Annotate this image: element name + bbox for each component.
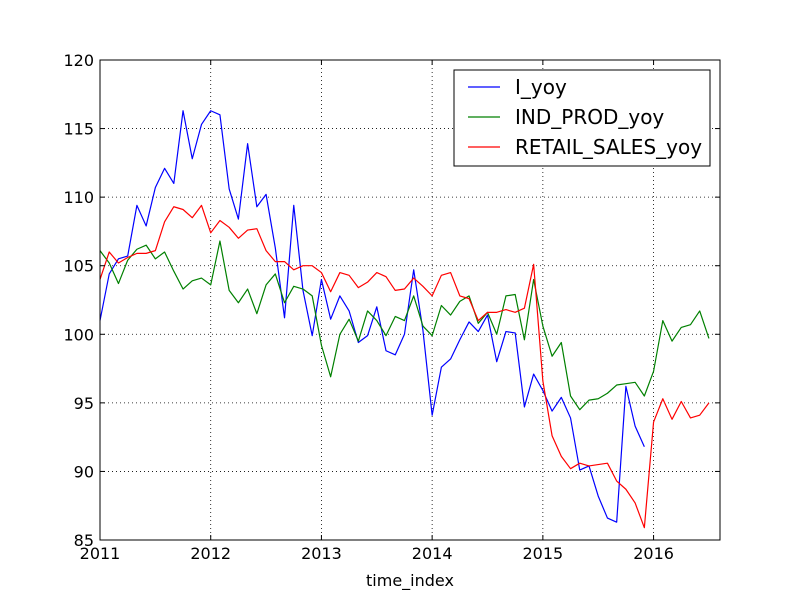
x-tick-label: 2016 <box>633 544 674 563</box>
y-tick-label: 100 <box>63 325 94 344</box>
series-line-i-yoy <box>99 110 645 523</box>
x-tick-label: 2011 <box>80 544 121 563</box>
legend-box <box>453 69 711 167</box>
legend-label: IND_PROD_yoy <box>515 105 664 129</box>
y-tick-label: 95 <box>74 394 94 413</box>
y-tick-label: 105 <box>63 257 94 276</box>
x-tick-label: 2012 <box>190 544 231 563</box>
y-tick-label: 110 <box>63 188 94 207</box>
legend: I_yoy IND_PROD_yoy RETAIL_SALES_yoy <box>453 69 711 167</box>
x-axis-title: time_index <box>366 571 454 591</box>
x-tick-label: 2014 <box>412 544 453 563</box>
y-tick-label: 120 <box>63 51 94 70</box>
x-tick-label: 2013 <box>301 544 342 563</box>
y-axis-tick-labels: 85 90 95 100 105 110 115 120 <box>63 51 94 550</box>
series-lines <box>99 110 710 529</box>
series-line-retail-sales-yoy <box>99 204 710 529</box>
x-axis-tick-labels: 2011 2012 2013 2014 2015 2016 <box>80 544 674 563</box>
y-tick-label: 115 <box>63 120 94 139</box>
plot-frame <box>99 59 721 541</box>
legend-label: RETAIL_SALES_yoy <box>515 135 702 159</box>
y-tick-label: 85 <box>74 531 94 550</box>
series-line-ind-prod-yoy <box>99 240 710 411</box>
x-tick-label: 2015 <box>522 544 563 563</box>
legend-label: I_yoy <box>515 75 567 99</box>
y-tick-label: 90 <box>74 462 94 481</box>
axis-ticks <box>99 59 720 541</box>
